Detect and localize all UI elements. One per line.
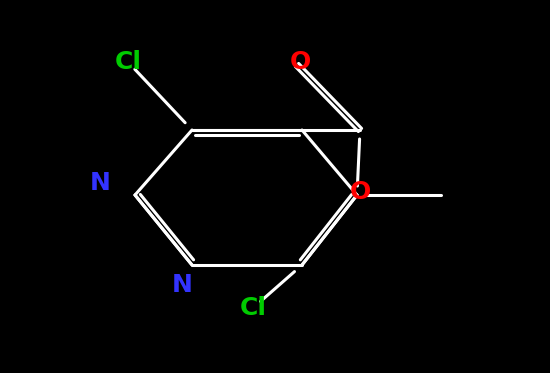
- Text: O: O: [289, 50, 311, 74]
- Text: O: O: [349, 180, 371, 204]
- Text: Cl: Cl: [239, 296, 267, 320]
- Text: N: N: [172, 273, 192, 297]
- Text: N: N: [90, 171, 111, 195]
- Text: Cl: Cl: [114, 50, 141, 74]
